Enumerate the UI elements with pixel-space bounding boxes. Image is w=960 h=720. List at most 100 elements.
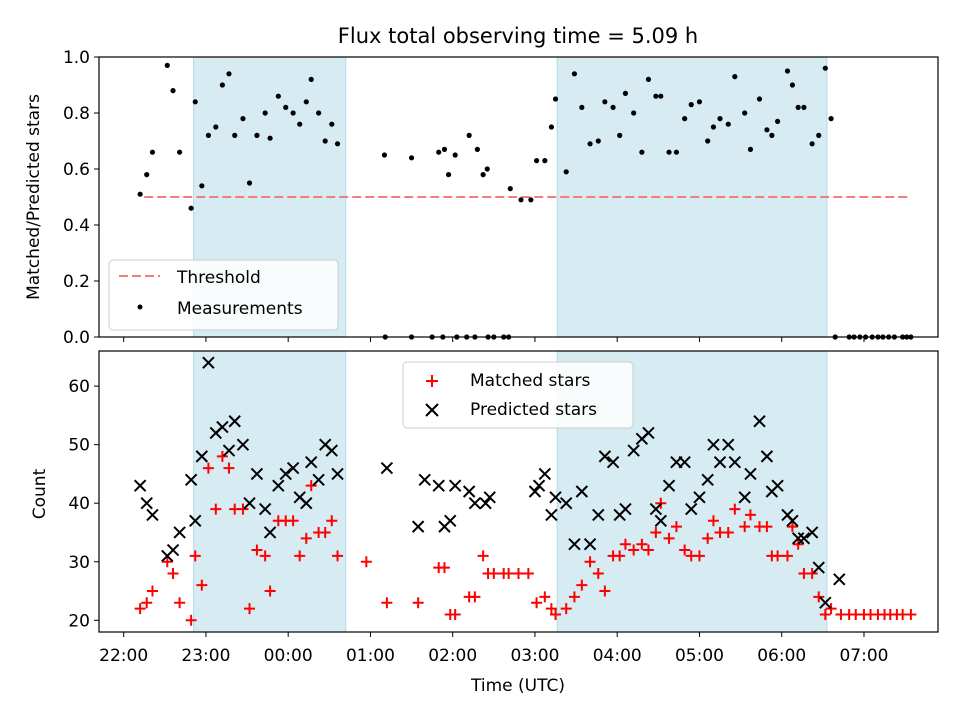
x-tick-label: 23:00 <box>181 646 230 666</box>
legend-matched-label: Matched stars <box>470 371 590 391</box>
bottom-x-ticks: 22:00 23:00 00:00 01:00 02:00 03:00 04:00 05:00… <box>99 632 888 666</box>
predicted-stars-markers <box>133 356 846 609</box>
measurement-point <box>262 110 268 116</box>
bottom-y-ticks: 20 30 40 50 60 <box>68 377 99 631</box>
x-tick-label: 06:00 <box>757 646 806 666</box>
measurement-point <box>732 74 738 80</box>
predicted-star-marker <box>250 467 264 481</box>
measurement-point <box>441 146 448 152</box>
matched-star-marker <box>584 556 596 568</box>
matched-star-marker <box>294 550 306 562</box>
matched-star-marker <box>819 608 831 620</box>
bottom-y-tick-label: 40 <box>68 494 90 514</box>
measurement-point <box>275 93 281 99</box>
predicted-star-marker <box>462 485 476 498</box>
measurement-point <box>149 149 156 155</box>
measurement-point <box>381 152 388 158</box>
matched-star-marker <box>167 567 179 579</box>
matched-star-marker <box>259 550 271 562</box>
predicted-star-marker <box>642 426 655 440</box>
matched-stars-markers <box>134 450 917 626</box>
matched-star-marker <box>216 450 228 462</box>
measurement-point <box>653 93 659 99</box>
predicted-star-marker <box>263 526 277 539</box>
measurement-point <box>542 158 548 164</box>
x-tick-label: 07:00 <box>839 646 888 666</box>
measurement-point <box>240 116 246 122</box>
top-x-ticks <box>123 337 865 342</box>
predicted-star-marker <box>140 497 153 510</box>
measurement-point <box>480 172 486 178</box>
measurement-point <box>717 116 723 122</box>
measurement-point <box>452 152 458 158</box>
matched-star-marker <box>792 538 804 550</box>
matched-star-marker <box>806 567 818 579</box>
x-tick-label: 03:00 <box>510 646 559 666</box>
predicted-star-marker <box>325 444 338 457</box>
measurement-point <box>445 172 452 178</box>
measurement-point <box>617 132 623 138</box>
matched-star-marker <box>360 556 372 568</box>
predicted-star-marker <box>678 456 691 469</box>
matched-star-marker <box>189 550 201 562</box>
predicted-star-marker <box>411 520 425 533</box>
matched-star-marker <box>707 515 719 527</box>
predicted-star-marker <box>575 485 589 498</box>
measurement-point <box>246 180 253 186</box>
matched-star-marker <box>772 550 784 562</box>
measurement-point <box>219 82 225 88</box>
x-tick-label: 02:00 <box>428 646 477 666</box>
predicted-star-marker <box>184 473 198 486</box>
measurement-point <box>528 197 534 203</box>
matched-star-marker <box>438 562 450 574</box>
measurement-point <box>303 99 309 105</box>
predicted-star-marker <box>545 508 558 522</box>
legend-measurements-swatch <box>137 304 143 310</box>
measurement-point <box>639 149 645 155</box>
measurement-point <box>144 172 150 178</box>
measurement-point <box>801 104 807 110</box>
measurement-point <box>688 102 694 108</box>
x-tick-label: 05:00 <box>675 646 724 666</box>
x-tick-label: 01:00 <box>346 646 395 666</box>
predicted-star-marker <box>728 456 742 469</box>
matched-star-marker <box>560 603 572 615</box>
top-panel: 0.0 0.2 0.4 0.6 0.8 1.0 Matched/Predicted sta… <box>24 48 939 348</box>
legend-matched-swatch <box>426 375 438 387</box>
matched-star-marker <box>545 603 557 615</box>
measurement-point <box>267 135 273 141</box>
predicted-star-marker <box>483 491 496 504</box>
matched-star-marker <box>531 597 543 609</box>
predicted-star-marker <box>713 456 727 469</box>
predicted-star-marker <box>279 467 292 481</box>
predicted-star-marker <box>380 461 394 475</box>
measurement-point <box>507 186 513 192</box>
predicted-star-marker <box>662 479 676 492</box>
matched-star-marker <box>599 585 611 597</box>
matched-star-marker <box>319 526 331 538</box>
predicted-star-marker <box>189 514 202 527</box>
matched-star-marker <box>174 597 186 609</box>
matched-star-marker <box>693 550 705 562</box>
top-y-ticks: 0.0 0.2 0.4 0.6 0.8 1.0 <box>63 48 99 348</box>
matched-star-marker <box>568 591 580 603</box>
measurement-point <box>571 71 578 77</box>
predicted-star-marker <box>786 514 799 527</box>
predicted-star-marker <box>583 537 597 551</box>
predicted-star-marker <box>479 497 492 510</box>
measurement-point <box>828 116 834 122</box>
measurement-point <box>645 76 652 82</box>
matched-star-marker <box>300 532 312 544</box>
matched-star-marker <box>513 567 524 579</box>
predicted-star-marker <box>286 461 300 475</box>
measurement-point <box>789 82 796 88</box>
measurement-point <box>188 205 194 211</box>
matched-star-marker <box>813 591 825 603</box>
measurement-point <box>308 76 314 82</box>
x-tick-label: 04:00 <box>593 646 642 666</box>
measurement-point <box>164 62 170 68</box>
matched-star-marker <box>469 591 481 603</box>
predicted-star-marker <box>222 444 236 457</box>
matched-star-marker <box>905 608 917 620</box>
